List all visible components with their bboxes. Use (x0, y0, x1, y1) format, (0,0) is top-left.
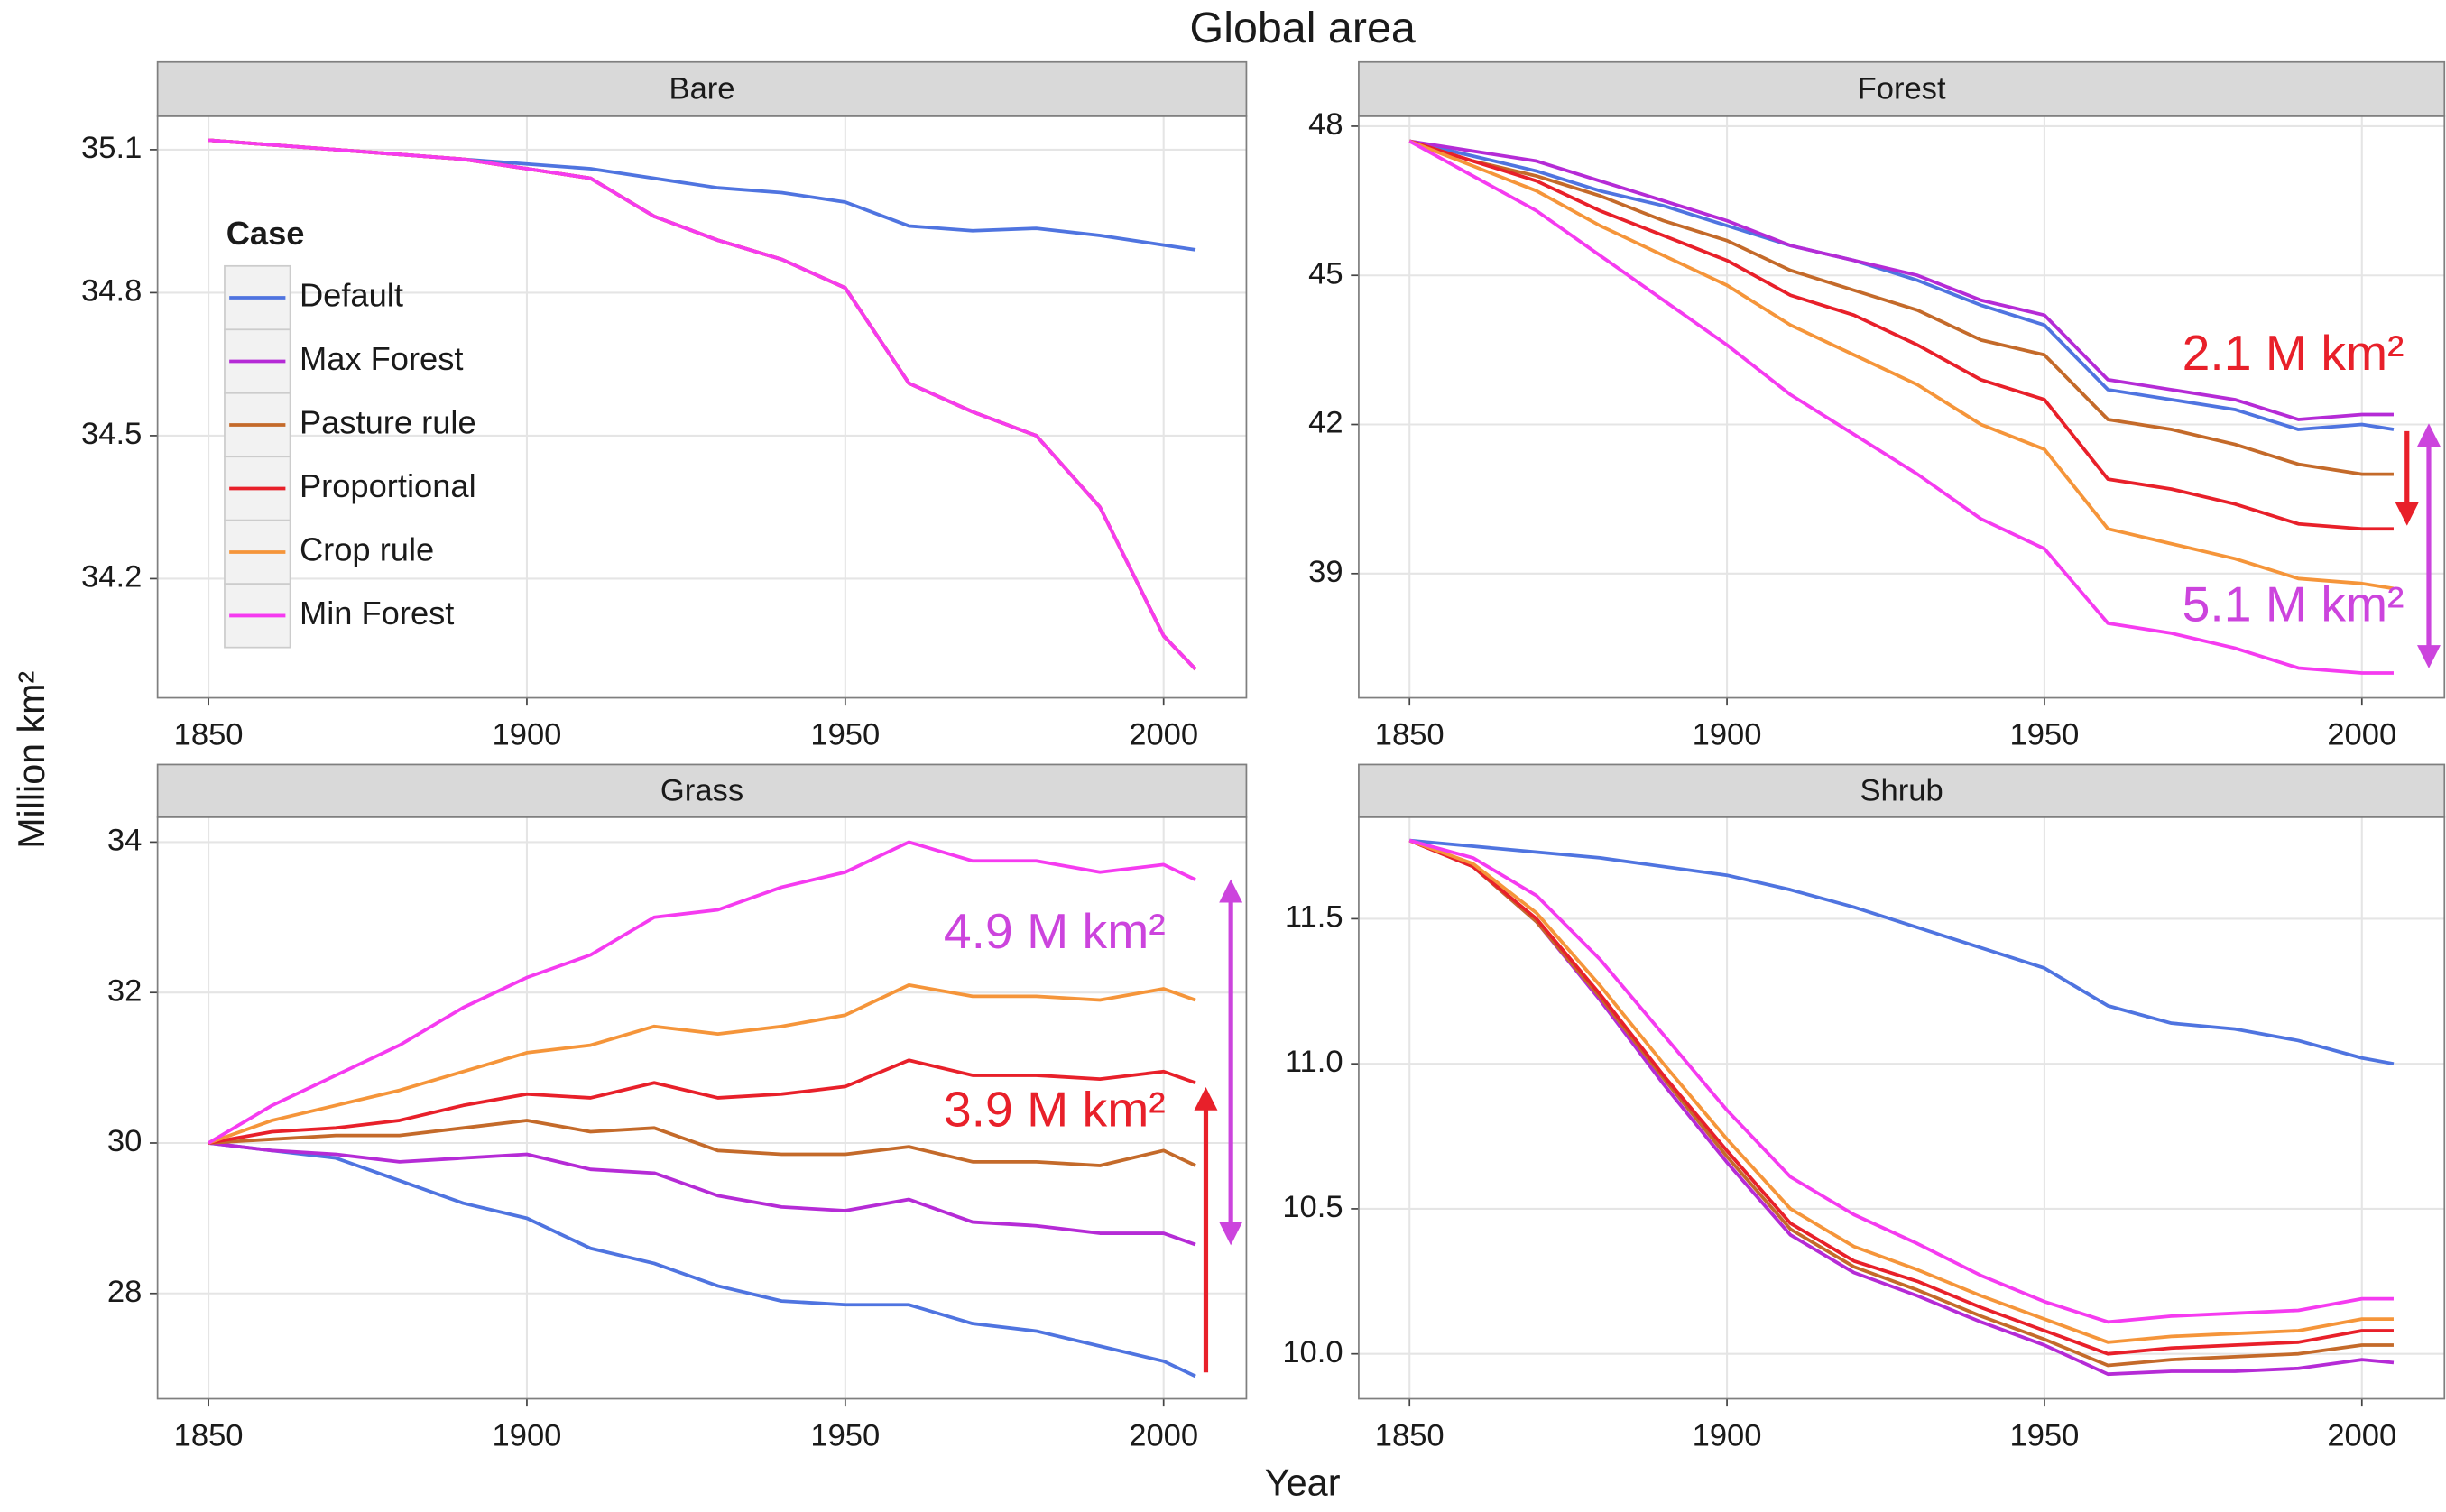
x-tick-label: 1850 (1375, 1419, 1445, 1453)
y-tick-label: 34 (107, 824, 142, 858)
strip (1358, 763, 2446, 818)
series-line (208, 982, 1196, 1145)
figure-title: Global area (1190, 4, 1416, 52)
y-tick-label: 35.1 (81, 131, 142, 165)
x-tick-label: 2000 (2327, 718, 2396, 752)
plot-border (156, 115, 1248, 699)
strip (1358, 60, 2446, 117)
series-line (1408, 838, 2394, 1344)
y-tick-label: 39 (1308, 555, 1343, 589)
x-tick-label: 1850 (174, 1419, 244, 1453)
y-tick-label: 34.2 (81, 560, 142, 595)
x-tick-label: 1900 (1693, 718, 1762, 752)
series-line (1408, 838, 2394, 1368)
legend-label: Max Forest (300, 340, 464, 377)
series-line (208, 138, 1197, 671)
y-tick-label: 10.5 (1282, 1190, 1343, 1224)
x-tick-label: 1850 (1375, 718, 1445, 752)
x-tick-label: 1850 (174, 718, 244, 752)
series-line (208, 1058, 1196, 1145)
y-tick-label: 45 (1308, 256, 1343, 290)
plot-border (1358, 115, 2446, 699)
x-tick-label: 2000 (2327, 1419, 2396, 1453)
legend-title: Case (226, 215, 305, 252)
series-line (1408, 139, 2395, 591)
y-tick-label: 34.5 (81, 417, 142, 451)
plot-border (1358, 816, 2446, 1400)
legend-label: Default (300, 277, 403, 314)
y-tick-label: 48 (1308, 107, 1343, 142)
series-line (208, 1141, 1196, 1247)
y-tick-label: 42 (1308, 406, 1343, 440)
y-tick-label: 10.0 (1282, 1335, 1343, 1369)
x-tick-label: 2000 (1129, 1419, 1198, 1453)
series-line (1408, 139, 2394, 531)
annotation: 5.1 M km² (2183, 576, 2404, 632)
y-tick-label: 34.8 (81, 274, 142, 309)
plot-area (157, 115, 1247, 698)
annotation: 3.9 M km² (944, 1082, 1166, 1138)
legend-label: Crop rule (300, 531, 434, 568)
y-tick-label: 28 (107, 1275, 142, 1309)
panel-title: Grass (660, 774, 743, 808)
y-tick-label: 32 (107, 973, 142, 1008)
annotation: 2.1 M km² (2183, 325, 2404, 381)
series-line (208, 1119, 1196, 1167)
x-tick-label: 1950 (810, 1419, 880, 1453)
plot-area (157, 816, 1247, 1399)
x-tick-label: 1900 (492, 1419, 561, 1453)
panel-title: Forest (1858, 72, 1946, 106)
series-line (1409, 838, 2395, 1066)
y-axis-label: Million km² (11, 671, 52, 849)
y-tick-label: 11.5 (1285, 900, 1343, 935)
x-tick-label: 1900 (1693, 1419, 1762, 1453)
plot-border (156, 816, 1248, 1400)
series-line (1408, 838, 2394, 1324)
x-axis-label: Year (1265, 1462, 1341, 1504)
series-line (1408, 838, 2394, 1356)
legend-label: Proportional (300, 467, 476, 504)
series-line (1408, 139, 2395, 431)
series-line (1408, 139, 2394, 675)
x-tick-label: 1950 (810, 718, 880, 752)
y-tick-label: 11.0 (1285, 1045, 1343, 1079)
x-tick-label: 2000 (1129, 718, 1198, 752)
panel-title: Bare (669, 72, 735, 106)
annotation: 4.9 M km² (944, 903, 1166, 959)
legend-label: Min Forest (300, 595, 454, 632)
legend-label: Pasture rule (300, 404, 476, 441)
x-tick-label: 1950 (2009, 718, 2079, 752)
series-line (1408, 139, 2394, 421)
series-line (208, 1141, 1196, 1378)
strip (156, 763, 1248, 818)
series-line (208, 840, 1196, 1145)
series-line (1408, 139, 2394, 476)
panel-title: Shrub (1860, 774, 1943, 808)
strip (156, 60, 1248, 117)
x-tick-label: 1900 (492, 718, 561, 752)
x-tick-label: 1950 (2009, 1419, 2079, 1453)
y-tick-label: 30 (107, 1124, 142, 1158)
